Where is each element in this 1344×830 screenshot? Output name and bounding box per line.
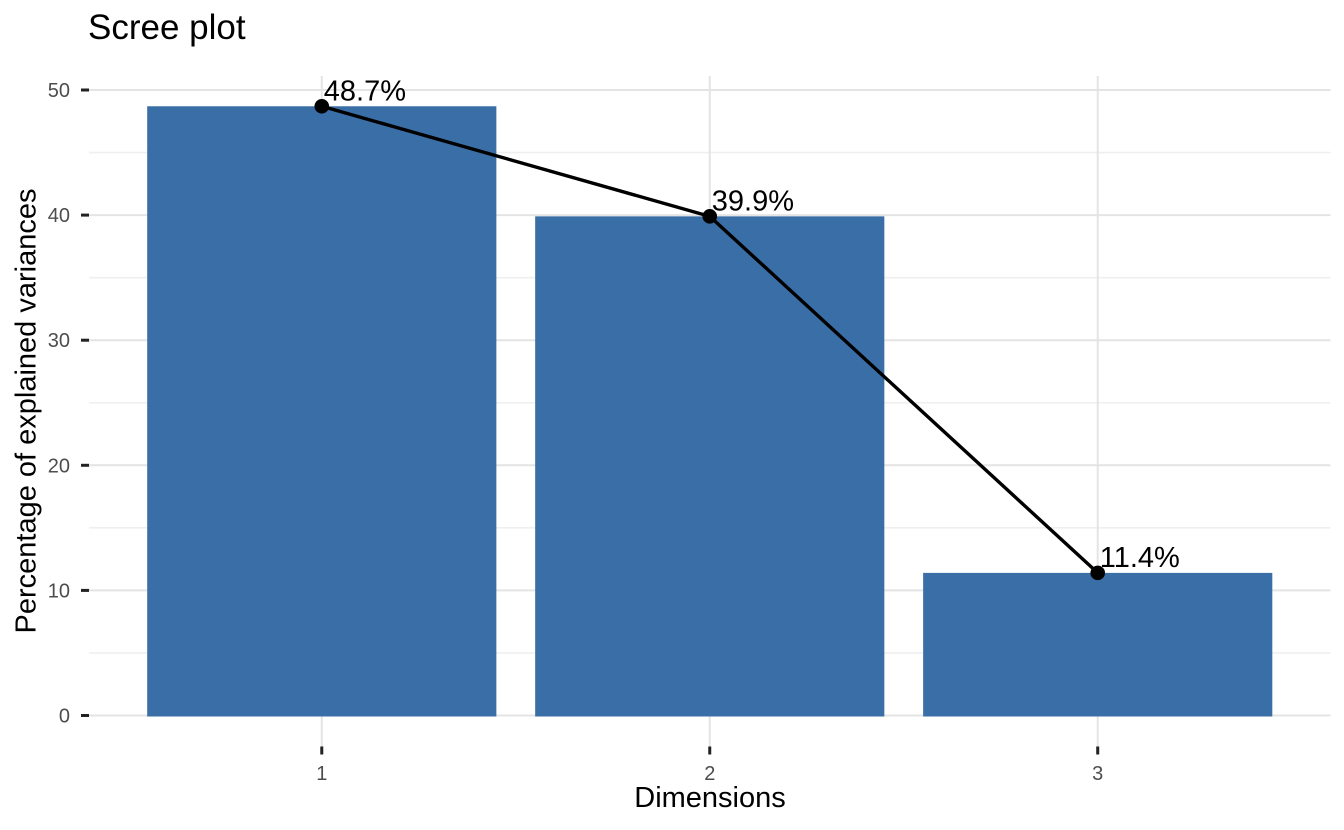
y-tick-label: 10	[48, 580, 70, 602]
y-tick-label: 20	[48, 455, 70, 477]
bar	[535, 216, 885, 717]
y-tick-label: 30	[48, 330, 70, 352]
y-tick-label: 0	[59, 706, 70, 728]
x-tick-label: 1	[316, 763, 327, 785]
data-point-label: 48.7%	[324, 75, 406, 107]
x-tick-label: 2	[704, 763, 715, 785]
y-tick-label: 50	[48, 80, 70, 102]
data-point	[314, 98, 330, 114]
data-point-label: 11.4%	[1100, 542, 1180, 574]
data-point-label: 39.9%	[712, 185, 794, 217]
data-point	[1090, 565, 1106, 581]
bar	[923, 572, 1273, 717]
y-tick-label: 40	[48, 205, 70, 227]
chart-title: Scree plot	[88, 8, 246, 47]
data-point	[702, 209, 718, 224]
x-axis-title: Dimensions	[634, 782, 786, 814]
x-tick-label: 3	[1092, 763, 1103, 785]
bar	[147, 106, 497, 717]
